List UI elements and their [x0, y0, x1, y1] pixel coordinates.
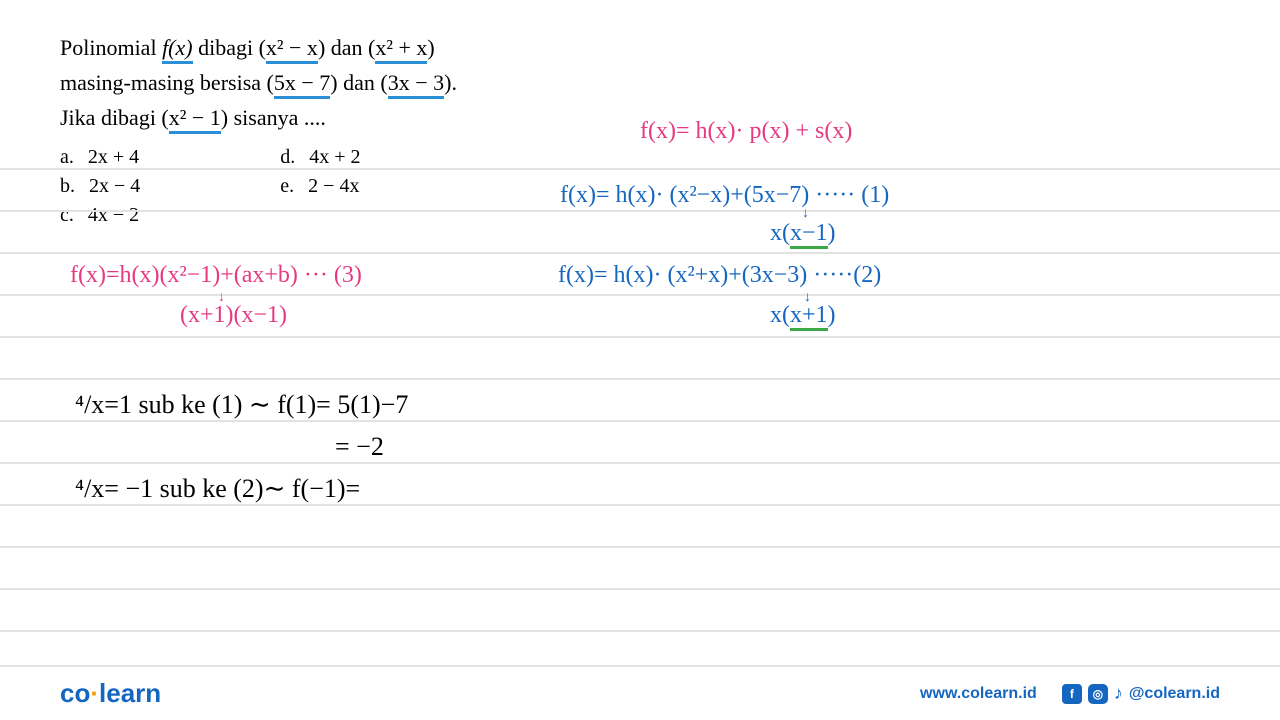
problem-fx: f(x) [162, 35, 193, 64]
tiktok-icon[interactable]: ♪ [1114, 683, 1123, 704]
website-link[interactable]: www.colearn.id [920, 685, 1037, 703]
ruled-line [0, 294, 1280, 296]
option-d: d.4x + 2 [280, 146, 360, 169]
substitution-1-result: = −2 [335, 432, 384, 462]
ruled-line [0, 378, 1280, 380]
ruled-line [0, 546, 1280, 548]
problem-div2: x² + x [375, 35, 427, 64]
ruled-line [0, 504, 1280, 506]
ruled-line [0, 210, 1280, 212]
problem-line1-pre: Polinomial [60, 35, 162, 60]
option-a: a.2x + 4 [60, 146, 140, 169]
option-c: c.4x − 2 [60, 204, 140, 227]
problem-line2-end: ). [444, 70, 457, 95]
problem-r2: 3x − 3 [388, 70, 444, 99]
ruled-line [0, 336, 1280, 338]
ruled-line [0, 630, 1280, 632]
option-b: b.2x − 4 [60, 175, 140, 198]
equation-1-factored: x(x(x−1)x−1) [770, 220, 836, 247]
problem-line2-pre: masing-masing bersisa ( [60, 70, 274, 95]
arrow-2: ↓ [804, 290, 811, 306]
substitution-2: ⁴/x= −1 sub ke (2)∼ f(−1)= [75, 474, 360, 504]
problem-line1-mid2: ) dan ( [318, 35, 375, 60]
ruled-line [0, 168, 1280, 170]
equation-2: f(x)= h(x)· (x²+x)+(3x−3) ·····(2) [558, 262, 881, 289]
ruled-line [0, 588, 1280, 590]
arrow-1: ↓ [802, 206, 809, 222]
social-handle: @colearn.id [1129, 685, 1220, 703]
ruled-line [0, 252, 1280, 254]
logo: co·learn [60, 678, 161, 709]
footer: co·learn www.colearn.id f ◎ ♪ @colearn.i… [0, 665, 1280, 720]
problem-line3-end: ) sisanya .... [221, 105, 326, 130]
equation-3-factored: (x+1)(x−1) [180, 302, 287, 329]
problem-line1-mid1: dibagi ( [193, 35, 266, 60]
social-links: f ◎ ♪ @colearn.id [1062, 683, 1220, 704]
problem-line1-end: ) [427, 35, 434, 60]
problem-div3: x² − 1 [169, 105, 221, 134]
option-e: e.2 − 4x [280, 175, 360, 198]
equation-1: f(x)= h(x)· (x²−x)+(5x−7) ····· (1) [560, 182, 889, 209]
problem-div1: x² − x [266, 35, 318, 64]
logo-learn: learn [99, 678, 161, 708]
problem-line2-mid: ) dan ( [330, 70, 387, 95]
arrow-3: ↓ [218, 290, 225, 306]
problem-line3-pre: Jika dibagi ( [60, 105, 169, 130]
substitution-1: ⁴/x=1 sub ke (1) ∼ f(1)= 5(1)−7 [75, 390, 408, 420]
facebook-icon[interactable]: f [1062, 684, 1082, 704]
ruled-line [0, 420, 1280, 422]
formula-main: f(x)= h(x)· p(x) + s(x) [640, 118, 852, 145]
instagram-icon[interactable]: ◎ [1088, 684, 1108, 704]
logo-co: co [60, 678, 90, 708]
equation-2-factored: x(x+1) [770, 302, 836, 329]
equation-3: f(x)=h(x)(x²−1)+(ax+b) ··· (3) [70, 262, 362, 289]
problem-r1: 5x − 7 [274, 70, 330, 99]
ruled-line [0, 462, 1280, 464]
logo-dot: · [90, 678, 99, 708]
